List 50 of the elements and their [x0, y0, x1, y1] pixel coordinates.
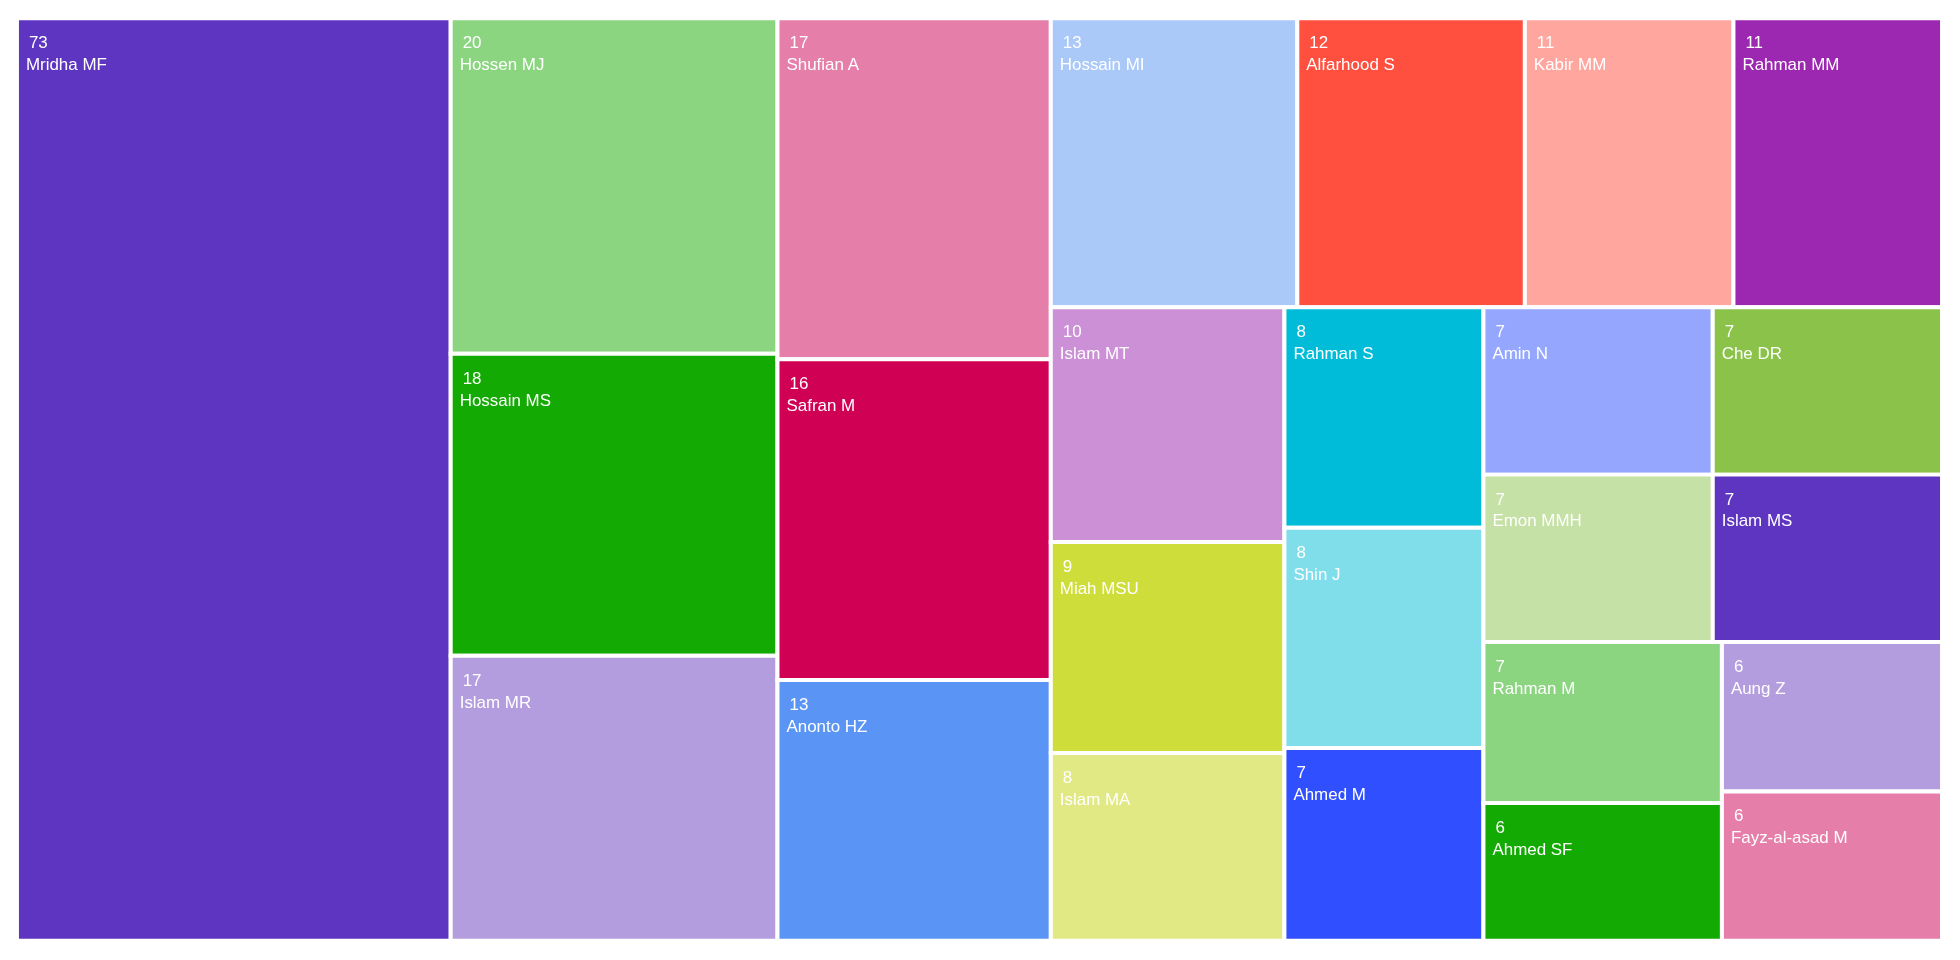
category-label: Mridha MF — [25, 55, 107, 75]
category-label: Safran M — [786, 396, 856, 416]
data-label: 7 — [1495, 489, 1505, 509]
category-label: Aung Z — [1730, 678, 1786, 698]
data-label: 6 — [1733, 656, 1744, 676]
category-label: Islam MR — [459, 692, 532, 712]
category-label: Kabir MM — [1533, 55, 1607, 75]
data-label: 10 — [1062, 322, 1082, 342]
data-label: 11 — [1745, 33, 1764, 53]
data-label: 12 — [1309, 33, 1329, 53]
data-label: 9 — [1062, 556, 1073, 576]
category-label: Anonto HZ — [786, 716, 868, 736]
category-label: Rahman M — [1492, 678, 1576, 698]
data-label: 13 — [789, 695, 809, 714]
category-label: Amin N — [1492, 344, 1548, 364]
data-label: 20 — [462, 33, 482, 53]
data-label: 17 — [462, 670, 482, 690]
category-label: Emon MMH — [1492, 511, 1582, 531]
category-label: Islam MT — [1059, 344, 1130, 364]
data-label: 13 — [1062, 33, 1082, 53]
category-label: Shin J — [1293, 564, 1341, 584]
category-label: Shufian A — [786, 55, 860, 75]
data-label: 7 — [1724, 322, 1735, 342]
data-label: 7 — [1724, 489, 1735, 509]
data-label: 7 — [1296, 762, 1306, 782]
data-label: 7 — [1495, 322, 1505, 342]
data-label: 7 — [1495, 656, 1505, 676]
category-label: Ahmed SF — [1492, 839, 1573, 859]
data-label: 73 — [28, 33, 48, 53]
data-label: 18 — [462, 368, 482, 388]
category-label: Islam MA — [1059, 789, 1132, 809]
data-label: 6 — [1733, 806, 1744, 826]
data-label: 17 — [789, 33, 809, 53]
category-label: Hossain MS — [459, 390, 551, 410]
category-label: Rahman MM — [1742, 55, 1840, 75]
data-label: 8 — [1062, 768, 1073, 788]
data-label: 8 — [1296, 322, 1306, 342]
category-label: Fayz-al-asad M — [1730, 828, 1848, 848]
data-label: 16 — [789, 374, 809, 394]
data-label: 11 — [1536, 33, 1555, 53]
category-label: Hossain MI — [1059, 55, 1145, 75]
category-label: Miah MSU — [1059, 578, 1139, 598]
category-label: Islam MS — [1721, 511, 1793, 531]
category-label: Che DR — [1721, 344, 1782, 364]
category-label: Hossen MJ — [459, 55, 545, 75]
category-label: Rahman S — [1293, 344, 1374, 364]
data-label: 6 — [1495, 817, 1505, 837]
category-label: Alfarhood S — [1306, 55, 1395, 75]
data-label: 8 — [1296, 542, 1306, 562]
category-label: Ahmed M — [1293, 784, 1366, 804]
